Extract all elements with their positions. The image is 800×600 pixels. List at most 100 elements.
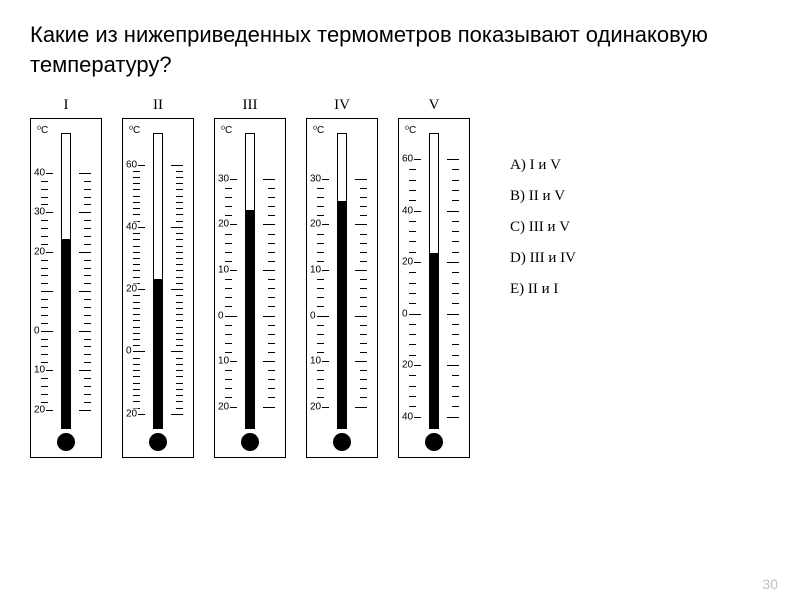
thermometer-box: ⁰C60402002040 <box>398 118 470 458</box>
tick-minor <box>41 244 48 245</box>
tick-minor <box>133 183 140 184</box>
tick-major <box>41 291 53 292</box>
answer-option[interactable]: E) II и I <box>510 281 576 298</box>
tick-minor <box>409 221 416 222</box>
tick-minor <box>317 206 324 207</box>
tick-minor <box>317 352 324 353</box>
thermometer-box: ⁰C30201001020 <box>214 118 286 458</box>
tick-minor <box>360 279 367 280</box>
thermometer: V⁰C60402002040 <box>398 97 470 458</box>
tick-minor <box>452 190 459 191</box>
thermometer-label: V <box>429 97 440 114</box>
tick-minor <box>41 228 48 229</box>
tick-minor <box>84 244 91 245</box>
tick-minor <box>133 264 140 265</box>
tick-label: 20 <box>402 360 414 371</box>
tick-minor <box>176 202 183 203</box>
thermometer-bulb <box>425 433 443 451</box>
tick-minor <box>452 221 459 222</box>
tick-minor <box>176 283 183 284</box>
answer-option[interactable]: B) II и V <box>510 188 576 205</box>
tick-major <box>171 351 183 352</box>
tick-major <box>79 252 91 253</box>
tick-minor <box>225 279 232 280</box>
tick-minor <box>176 214 183 215</box>
tick-minor <box>41 339 48 340</box>
tick-minor <box>84 204 91 205</box>
tick-minor <box>268 206 275 207</box>
tick-minor <box>452 231 459 232</box>
tick-minor <box>317 215 324 216</box>
tick-minor <box>176 196 183 197</box>
tick-label: 40 <box>34 167 46 178</box>
tick-minor <box>84 283 91 284</box>
tick-minor <box>409 272 416 273</box>
tick-minor <box>452 344 459 345</box>
tick-minor <box>409 334 416 335</box>
tick-major <box>79 370 91 371</box>
tick-minor <box>268 397 275 398</box>
tick-minor <box>317 370 324 371</box>
answer-option[interactable]: A) I и V <box>510 157 576 174</box>
tick-minor <box>133 208 140 209</box>
tick-major <box>79 173 91 174</box>
tick-minor <box>452 272 459 273</box>
tick-minor <box>268 215 275 216</box>
tick-label: 20 <box>218 401 230 412</box>
tick-minor <box>84 323 91 324</box>
tick-minor <box>409 406 416 407</box>
tick-minor <box>41 402 48 403</box>
tick-major <box>171 289 183 290</box>
tick-minor <box>176 233 183 234</box>
tick-label: 20 <box>126 408 138 419</box>
answer-list: A) I и V B) II и V C) III и V D) III и IV E)… <box>510 157 576 312</box>
tick-minor <box>225 306 232 307</box>
tick-minor <box>360 370 367 371</box>
tick-minor <box>225 388 232 389</box>
tick-minor <box>225 234 232 235</box>
tick-minor <box>176 383 183 384</box>
tick-minor <box>41 181 48 182</box>
tick-minor <box>452 324 459 325</box>
thermometer-label: II <box>153 97 163 114</box>
tick-minor <box>41 307 48 308</box>
tick-minor <box>176 171 183 172</box>
tick-minor <box>268 197 275 198</box>
tick-minor <box>452 375 459 376</box>
tick-minor <box>41 236 48 237</box>
tick-label: 10 <box>310 356 322 367</box>
tick-minor <box>84 362 91 363</box>
tick-minor <box>133 295 140 296</box>
tick-minor <box>176 208 183 209</box>
tick-minor <box>41 189 48 190</box>
tick-minor <box>317 288 324 289</box>
tick-major <box>447 314 459 315</box>
tick-minor <box>176 246 183 247</box>
tick-major <box>447 262 459 263</box>
thermometer-label: III <box>243 97 258 114</box>
tick-minor <box>360 288 367 289</box>
tick-minor <box>360 388 367 389</box>
tick-label: 30 <box>34 207 46 218</box>
answer-option[interactable]: D) III и IV <box>510 250 576 267</box>
tick-label: 0 <box>126 346 133 357</box>
tick-minor <box>84 346 91 347</box>
thermometer-box: ⁰C40302001020 <box>30 118 102 458</box>
tick-minor <box>133 358 140 359</box>
thermometer-label: IV <box>334 97 350 114</box>
tick-minor <box>360 243 367 244</box>
tick-minor <box>225 288 232 289</box>
tick-minor <box>225 343 232 344</box>
tick-major <box>263 179 275 180</box>
tick-minor <box>41 362 48 363</box>
tick-label: 40 <box>402 411 414 422</box>
tick-minor <box>317 388 324 389</box>
tick-minor <box>133 246 140 247</box>
tick-minor <box>176 408 183 409</box>
question-text: Какие из нижеприведенных термометров пок… <box>30 20 770 79</box>
tick-minor <box>360 197 367 198</box>
tick-minor <box>176 401 183 402</box>
tick-minor <box>409 190 416 191</box>
tick-label: 20 <box>34 246 46 257</box>
answer-option[interactable]: C) III и V <box>510 219 576 236</box>
